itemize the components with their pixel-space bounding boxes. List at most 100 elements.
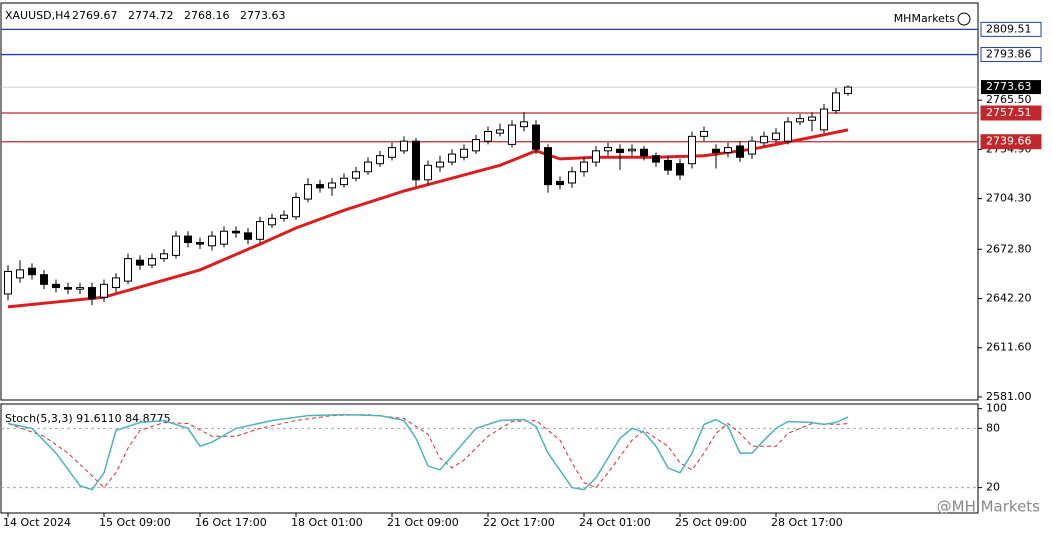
candle-body — [820, 108, 828, 131]
level-label-box — [980, 134, 1042, 150]
y-tick-label: 2704.30 — [986, 192, 1032, 205]
candle-body — [784, 121, 792, 142]
candle-body — [712, 148, 720, 153]
candle-body — [232, 230, 240, 234]
candle-body — [736, 145, 744, 158]
candle-body — [244, 232, 252, 240]
candle-body — [52, 283, 60, 289]
level-label-box — [980, 21, 1042, 37]
candle-body — [748, 140, 756, 155]
candle-body — [268, 217, 276, 226]
candle-body — [412, 140, 420, 181]
candle-body — [832, 92, 840, 112]
x-tick-label: 24 Oct 01:00 — [579, 516, 651, 529]
x-tick-label: 18 Oct 01:00 — [291, 516, 363, 529]
ohlc-close: 2773.63 — [240, 9, 286, 22]
candle-body — [568, 171, 576, 184]
candle-body — [532, 124, 540, 150]
candle-body — [40, 274, 48, 285]
ohlc-low: 2768.16 — [184, 9, 230, 22]
x-tick-label: 25 Oct 09:00 — [675, 516, 747, 529]
y-tick-label: 2765.50 — [986, 93, 1032, 106]
candle-body — [772, 132, 780, 141]
ohlc-high: 2774.72 — [128, 9, 174, 22]
candle-body — [556, 180, 564, 186]
x-tick-label: 22 Oct 17:00 — [483, 516, 555, 529]
chart-title: XAUUSD,H4 — [5, 9, 70, 22]
candle-body — [664, 159, 672, 171]
candle-body — [100, 283, 108, 298]
y-tick-label: 2642.20 — [986, 291, 1032, 304]
candle-body — [184, 235, 192, 244]
candle-body — [172, 235, 180, 256]
candle-body — [688, 135, 696, 165]
candle-body — [280, 214, 288, 219]
candle-body — [604, 147, 612, 152]
x-tick-label: 15 Oct 09:00 — [99, 516, 171, 529]
candle-body — [340, 177, 348, 186]
candle-body — [316, 184, 324, 189]
candle-body — [112, 277, 120, 289]
candle-body — [844, 86, 852, 94]
candle-body — [124, 258, 132, 282]
candle-body — [292, 196, 300, 218]
y-tick-label: 2611.60 — [986, 341, 1032, 354]
candle-body — [508, 124, 516, 145]
level-label: 2793.86 — [986, 48, 1032, 61]
candle-body — [628, 148, 636, 152]
candle-body — [148, 258, 156, 266]
x-tick-label: 16 Oct 17:00 — [195, 516, 267, 529]
x-tick-label: 14 Oct 2024 — [3, 516, 71, 529]
stoch-panel — [0, 403, 979, 514]
stoch-title: Stoch(5,3,3) 91.6110 84.8775 — [5, 412, 171, 425]
smiley — [957, 12, 971, 26]
stoch-tick-label: 80 — [986, 421, 1000, 434]
level-label: 2739.66 — [986, 135, 1032, 148]
candle-body — [796, 118, 804, 123]
candle-body — [724, 147, 732, 153]
stoch-tick-label: 20 — [986, 481, 1000, 494]
price-label-box — [981, 80, 1041, 95]
ohlc-open: 2769.67 — [72, 9, 118, 22]
candle-body — [676, 163, 684, 176]
candle-body — [484, 131, 492, 142]
candle-body — [436, 161, 444, 168]
candle-body — [196, 242, 204, 245]
candle-body — [460, 148, 468, 158]
candle-body — [616, 148, 624, 153]
candle-body — [544, 147, 552, 186]
candle-body — [352, 171, 360, 179]
candle-body — [520, 121, 528, 128]
y-tick-label: 2672.80 — [986, 242, 1032, 255]
x-tick-label: 21 Oct 09:00 — [387, 516, 459, 529]
candle-body — [760, 135, 768, 144]
candle-body — [76, 287, 84, 290]
watermark: MHMarkets — [894, 12, 956, 25]
candle-body — [448, 153, 456, 163]
candle-body — [136, 259, 144, 266]
candle-body — [328, 182, 336, 189]
candle-body — [364, 161, 372, 173]
candle-body — [580, 161, 588, 173]
candle-body — [160, 253, 168, 260]
x-tick-label: 28 Oct 17:00 — [771, 516, 843, 529]
candle-body — [388, 147, 396, 158]
stoch-main — [7, 413, 849, 491]
price-label: 2773.63 — [986, 80, 1032, 93]
candle-body — [64, 287, 72, 290]
candle-body — [304, 184, 312, 200]
level-label-box — [980, 47, 1042, 63]
candle-body — [220, 230, 228, 245]
candle-body — [256, 221, 264, 240]
stoch-signal — [7, 414, 849, 489]
candle-body — [808, 116, 816, 121]
candle-body — [28, 267, 36, 276]
main-panel — [0, 2, 979, 401]
candle-body — [4, 270, 12, 295]
candle-body — [700, 131, 708, 137]
level-label-box — [980, 105, 1042, 121]
candle-body — [640, 148, 648, 157]
candle-body — [652, 155, 660, 163]
y-tick-label: 2581.00 — [986, 390, 1032, 403]
